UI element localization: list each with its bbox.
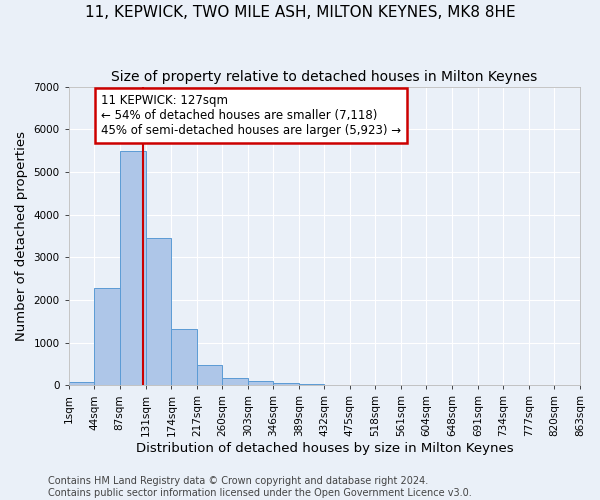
Title: Size of property relative to detached houses in Milton Keynes: Size of property relative to detached ho… xyxy=(111,70,538,84)
X-axis label: Distribution of detached houses by size in Milton Keynes: Distribution of detached houses by size … xyxy=(136,442,513,455)
Bar xyxy=(94,288,120,386)
Bar xyxy=(299,384,325,386)
Bar xyxy=(223,378,248,386)
Text: 11 KEPWICK: 127sqm
← 54% of detached houses are smaller (7,118)
45% of semi-deta: 11 KEPWICK: 127sqm ← 54% of detached hou… xyxy=(101,94,401,137)
Bar xyxy=(274,382,299,386)
Bar xyxy=(248,381,274,386)
Bar xyxy=(120,152,146,386)
Bar xyxy=(146,238,172,386)
Bar xyxy=(69,382,94,386)
Text: Contains HM Land Registry data © Crown copyright and database right 2024.
Contai: Contains HM Land Registry data © Crown c… xyxy=(48,476,472,498)
Bar xyxy=(172,329,197,386)
Text: 11, KEPWICK, TWO MILE ASH, MILTON KEYNES, MK8 8HE: 11, KEPWICK, TWO MILE ASH, MILTON KEYNES… xyxy=(85,5,515,20)
Y-axis label: Number of detached properties: Number of detached properties xyxy=(15,131,28,341)
Bar xyxy=(197,365,223,386)
